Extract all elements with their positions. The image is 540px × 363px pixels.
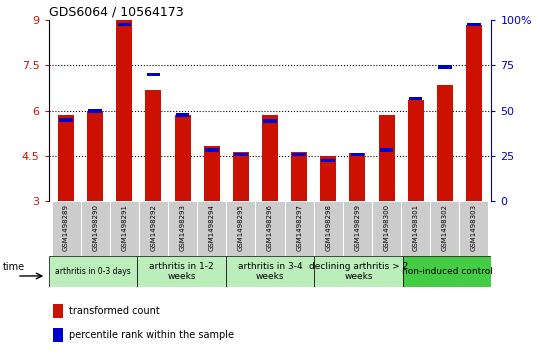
Bar <box>59 118 73 122</box>
Bar <box>349 153 366 201</box>
Bar <box>314 201 343 256</box>
Bar <box>437 85 453 201</box>
Text: GSM1498297: GSM1498297 <box>296 204 302 251</box>
Bar <box>321 159 335 163</box>
Bar <box>116 20 132 201</box>
Bar <box>197 201 226 256</box>
Bar <box>137 256 226 287</box>
Bar <box>343 201 372 256</box>
Text: arthritis in 3-4
weeks: arthritis in 3-4 weeks <box>238 262 302 281</box>
Bar <box>174 115 191 201</box>
Bar <box>467 23 481 26</box>
Bar <box>380 148 393 152</box>
Bar <box>263 119 277 123</box>
Text: GSM1498303: GSM1498303 <box>471 204 477 251</box>
Text: percentile rank within the sample: percentile rank within the sample <box>69 330 233 340</box>
Bar <box>168 201 197 256</box>
Bar <box>147 73 160 76</box>
Bar <box>292 153 306 156</box>
Bar <box>285 201 314 256</box>
Bar <box>438 65 451 69</box>
Text: GSM1498293: GSM1498293 <box>180 204 186 251</box>
Bar <box>460 201 489 256</box>
Bar <box>80 201 110 256</box>
Text: GSM1498294: GSM1498294 <box>209 204 215 251</box>
Bar <box>145 90 161 201</box>
Bar <box>234 153 248 156</box>
Text: GSM1498291: GSM1498291 <box>122 204 127 251</box>
Text: GSM1498292: GSM1498292 <box>151 204 157 251</box>
Bar <box>205 148 219 152</box>
Bar <box>110 201 139 256</box>
Bar <box>53 304 63 318</box>
Bar <box>233 152 249 201</box>
Bar <box>320 156 336 201</box>
Bar <box>255 201 285 256</box>
Bar <box>401 201 430 256</box>
Text: GSM1498300: GSM1498300 <box>383 204 389 251</box>
Bar <box>53 328 63 342</box>
Bar <box>350 153 364 156</box>
Bar <box>49 256 137 287</box>
Bar <box>204 146 220 201</box>
Text: GDS6064 / 10564173: GDS6064 / 10564173 <box>49 6 183 19</box>
Text: GSM1498301: GSM1498301 <box>413 204 418 251</box>
Bar <box>226 201 255 256</box>
Text: GSM1498299: GSM1498299 <box>354 204 360 251</box>
Bar <box>430 201 460 256</box>
Text: GSM1498295: GSM1498295 <box>238 204 244 251</box>
Text: declining arthritis > 2
weeks: declining arthritis > 2 weeks <box>309 262 408 281</box>
Bar <box>58 115 74 201</box>
Bar <box>403 256 491 287</box>
Text: GSM1498302: GSM1498302 <box>442 204 448 251</box>
Bar <box>314 256 403 287</box>
Text: GSM1498289: GSM1498289 <box>63 204 69 251</box>
Bar <box>408 100 424 201</box>
Bar <box>51 201 80 256</box>
Text: arthritis in 1-2
weeks: arthritis in 1-2 weeks <box>149 262 214 281</box>
Text: time: time <box>3 262 24 272</box>
Bar <box>262 115 278 201</box>
Bar <box>291 152 307 201</box>
Bar <box>226 256 314 287</box>
Bar <box>87 111 103 201</box>
Text: transformed count: transformed count <box>69 306 159 316</box>
Bar <box>466 25 482 201</box>
Text: non-induced control: non-induced control <box>402 267 492 276</box>
Text: GSM1498290: GSM1498290 <box>92 204 98 251</box>
Bar <box>379 115 395 201</box>
Bar <box>89 109 102 113</box>
Bar <box>372 201 401 256</box>
Bar <box>409 97 422 101</box>
Text: GSM1498298: GSM1498298 <box>325 204 331 251</box>
Text: GSM1498296: GSM1498296 <box>267 204 273 251</box>
Bar <box>118 23 131 26</box>
Text: arthritis in 0-3 days: arthritis in 0-3 days <box>55 267 131 276</box>
Bar <box>176 113 190 117</box>
Bar <box>139 201 168 256</box>
